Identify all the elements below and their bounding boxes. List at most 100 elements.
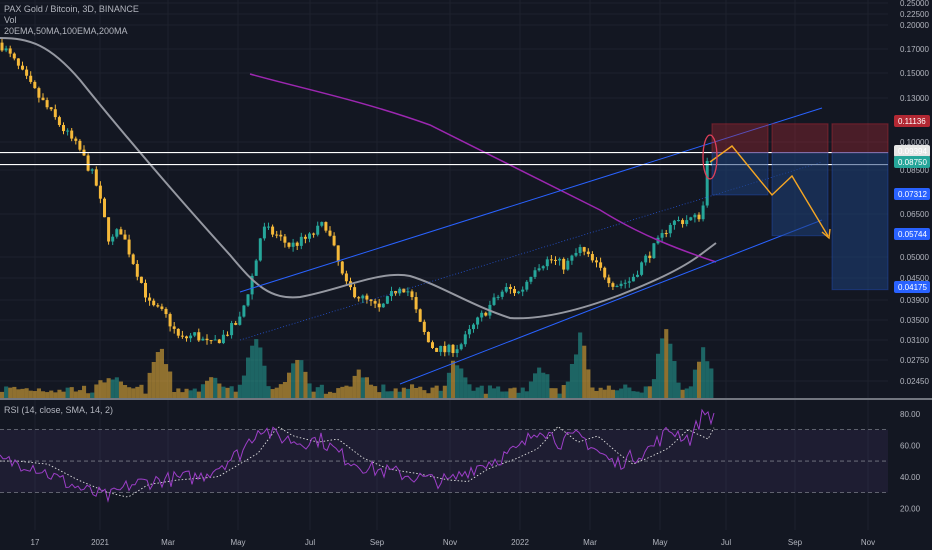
volume-bar bbox=[205, 380, 210, 398]
candle-body bbox=[418, 309, 422, 322]
price-tick-label: 0.05000 bbox=[900, 253, 929, 262]
volume-bar bbox=[323, 393, 328, 398]
candle-body bbox=[537, 268, 541, 271]
candle-body bbox=[12, 53, 16, 59]
target-zone-box bbox=[711, 152, 769, 196]
volume-bar bbox=[217, 383, 222, 398]
time-tick-label: Jul bbox=[721, 538, 731, 547]
volume-bar bbox=[114, 377, 119, 398]
candle-body bbox=[123, 234, 127, 240]
candle-body bbox=[316, 225, 320, 235]
time-tick-label: Mar bbox=[161, 538, 175, 547]
candle-body bbox=[377, 303, 381, 308]
volume-bar bbox=[287, 372, 292, 398]
volume-bar bbox=[172, 392, 177, 398]
symbol-title[interactable]: PAX Gold / Bitcoin, 3D, BINANCE bbox=[4, 4, 139, 14]
price-badge-label: 0.05744 bbox=[898, 230, 927, 239]
candle-body bbox=[652, 243, 656, 259]
volume-bar bbox=[32, 391, 37, 398]
indicators-legend[interactable]: 20EMA,50MA,100EMA,200MA bbox=[4, 26, 128, 36]
volume-bar bbox=[405, 388, 410, 398]
volume-bar bbox=[516, 392, 521, 398]
volume-bar bbox=[299, 360, 304, 398]
volume-bar bbox=[127, 387, 132, 398]
price-badge bbox=[894, 188, 930, 200]
volume-bar bbox=[0, 391, 5, 398]
candle-body bbox=[254, 260, 258, 276]
volume-bar bbox=[53, 392, 58, 398]
volume-bar bbox=[500, 391, 505, 398]
volume-bar bbox=[410, 384, 415, 398]
volume-bar bbox=[619, 388, 624, 398]
candle-body bbox=[414, 297, 418, 310]
volume-bar bbox=[16, 389, 21, 398]
candle-body bbox=[549, 259, 553, 261]
rsi-legend[interactable]: RSI (14, close, SMA, 14, 2) bbox=[4, 405, 114, 415]
volume-bar bbox=[709, 368, 714, 398]
volume-bar bbox=[258, 347, 263, 398]
volume-bar bbox=[385, 391, 390, 398]
candle-body bbox=[373, 301, 377, 304]
volume-bar bbox=[352, 375, 357, 398]
volume-legend[interactable]: Vol bbox=[4, 15, 17, 25]
volume-bar bbox=[270, 389, 275, 398]
volume-bar bbox=[123, 384, 128, 398]
candle-body bbox=[4, 48, 8, 51]
candle-body bbox=[344, 273, 348, 282]
volume-bar bbox=[582, 345, 587, 398]
candle-body bbox=[328, 230, 332, 236]
candle-body bbox=[685, 220, 689, 225]
candle-body bbox=[480, 312, 484, 318]
volume-histogram bbox=[0, 329, 714, 398]
time-tick-label: May bbox=[230, 538, 245, 547]
candle-body bbox=[119, 229, 123, 235]
volume-bar bbox=[574, 354, 579, 398]
volume-bar bbox=[164, 364, 169, 398]
candle-body bbox=[369, 299, 373, 302]
candle-body bbox=[107, 217, 111, 242]
candle-body bbox=[406, 291, 410, 293]
candle-body bbox=[467, 329, 471, 335]
candle-body bbox=[336, 245, 340, 262]
volume-bar bbox=[69, 387, 74, 398]
price-badge-label: 0.08750 bbox=[898, 158, 927, 167]
price-tick-label: 0.25000 bbox=[900, 0, 929, 8]
projection-path bbox=[709, 145, 829, 237]
rsi-pane: 80.00 60.00 40.00 20.00 bbox=[0, 408, 921, 513]
volume-bar bbox=[28, 390, 33, 398]
volume-bar bbox=[434, 385, 439, 398]
volume-bar bbox=[668, 343, 673, 398]
candle-body bbox=[234, 323, 238, 325]
volume-bar bbox=[356, 369, 361, 398]
candle-body bbox=[472, 324, 475, 330]
volume-bar bbox=[266, 386, 271, 398]
rsi-tick-label: 20.00 bbox=[900, 504, 921, 513]
candle-body bbox=[677, 220, 680, 222]
candle-body bbox=[611, 283, 615, 287]
volume-bar bbox=[196, 391, 201, 398]
volume-bar bbox=[438, 390, 443, 398]
candle-body bbox=[213, 339, 217, 341]
candle-body bbox=[111, 236, 115, 242]
candle-body bbox=[644, 255, 648, 263]
candle-body bbox=[41, 97, 45, 101]
candle-body bbox=[541, 266, 545, 269]
volume-bar bbox=[598, 387, 603, 398]
candle-body bbox=[660, 233, 664, 238]
volume-bar bbox=[422, 390, 427, 398]
candle-body bbox=[332, 235, 336, 246]
volume-bar bbox=[569, 363, 574, 398]
volume-bar bbox=[369, 384, 374, 398]
volume-bar bbox=[200, 384, 205, 398]
volume-bar bbox=[229, 386, 234, 398]
candles bbox=[0, 38, 713, 358]
volume-bar bbox=[627, 387, 632, 398]
price-tick-label: 0.17000 bbox=[900, 45, 929, 54]
candle-body bbox=[623, 282, 627, 284]
candle-body bbox=[615, 286, 619, 288]
candle-body bbox=[221, 334, 225, 344]
candle-body bbox=[53, 109, 57, 118]
candle-body bbox=[209, 340, 213, 342]
time-tick-label: May bbox=[652, 538, 667, 547]
